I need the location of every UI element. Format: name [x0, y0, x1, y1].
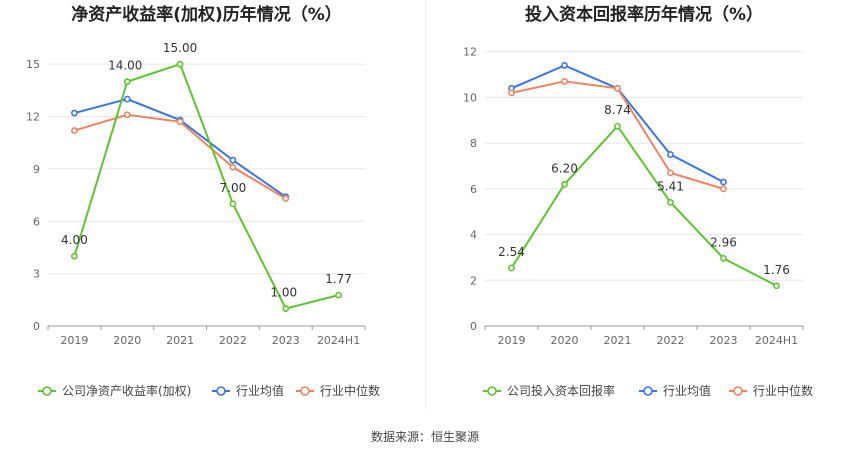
data-label: 6.20	[551, 161, 578, 175]
y-tick-label: 12	[463, 46, 477, 59]
data-point-median	[229, 163, 237, 171]
series-line-median	[74, 113, 287, 200]
data-point-company	[282, 305, 290, 312]
chart-title: 投入资本回报率历年情况（%）	[525, 4, 763, 25]
legend-item-median[interactable]: 行业中位数	[729, 383, 813, 398]
data-point-company	[335, 291, 342, 299]
data-point-median	[508, 89, 515, 97]
y-tick-label: 0	[470, 320, 477, 333]
data-point-avg	[123, 95, 131, 103]
legend-marker	[42, 386, 52, 396]
y-tick-label: 3	[33, 268, 40, 281]
legend-label: 行业中位数	[320, 383, 380, 398]
x-tick-label: 2020	[551, 334, 579, 347]
x-tick-label: 2023	[710, 334, 738, 347]
legend-label: 公司投入资本回报率	[507, 383, 615, 398]
data-point-company	[229, 200, 237, 208]
data-point-avg	[71, 109, 78, 117]
data-point-company	[614, 122, 621, 130]
legend-item-avg[interactable]: 行业均值	[639, 383, 711, 398]
legend-item-median[interactable]: 行业中位数	[296, 383, 380, 398]
y-tick-label: 4	[470, 229, 477, 242]
data-label: 5.41	[657, 179, 684, 193]
x-tick-label: 2020	[113, 334, 141, 347]
data-point-company	[667, 198, 674, 206]
data-label: 14.00	[108, 59, 142, 73]
data-label: 1.76	[763, 263, 790, 277]
roe-chart: 净资产收益率(加权)历年情况（%） 0 3 6 9 12 15 2019 2020 2021 202…	[26, 4, 380, 398]
data-label: 1.77	[325, 272, 352, 286]
x-tick-label: 2024H1	[755, 334, 798, 347]
data-point-company	[773, 282, 780, 290]
data-label: 8.74	[604, 103, 631, 117]
data-point-avg	[667, 151, 674, 158]
data-label: 1.00	[270, 286, 297, 300]
data-point-avg	[229, 156, 237, 164]
y-tick-label: 8	[470, 137, 477, 150]
data-point-avg	[561, 62, 568, 69]
x-tick-label: 2022	[219, 334, 247, 347]
data-label: 2.96	[710, 235, 737, 249]
y-tick-label: 12	[26, 111, 40, 124]
y-tick-label: 6	[470, 183, 477, 196]
data-source-label: 数据来源：恒生聚源	[370, 430, 479, 444]
data-label: 7.00	[220, 181, 247, 195]
legend-marker	[487, 386, 497, 396]
data-label: 15.00	[163, 41, 197, 55]
data-point-median	[123, 111, 131, 119]
series-line-company	[510, 124, 777, 287]
y-tick-label: 15	[26, 58, 40, 71]
data-point-median	[720, 185, 727, 193]
data-point-median	[614, 84, 621, 92]
data-point-median	[282, 195, 290, 202]
legend-marker	[216, 386, 226, 396]
y-tick-label: 6	[33, 215, 40, 228]
x-tick-label: 2021	[604, 334, 632, 347]
data-label: 4.00	[61, 233, 88, 247]
legend-item-company[interactable]: 公司投入资本回报率	[483, 383, 615, 398]
y-tick-label: 9	[33, 163, 40, 176]
data-point-median	[561, 78, 568, 85]
legend-marker	[300, 386, 310, 396]
legend-item-company[interactable]: 公司净资产收益率(加权)	[38, 383, 191, 398]
data-point-company	[720, 254, 727, 262]
x-tick-label: 2023	[272, 334, 300, 347]
data-point-company	[508, 264, 515, 272]
x-tick-label: 2019	[60, 334, 88, 347]
chart-divider	[425, 0, 426, 410]
legend-label: 公司净资产收益率(加权)	[62, 383, 191, 398]
x-tick-label: 2019	[498, 334, 526, 347]
legend-label: 行业均值	[663, 383, 711, 398]
roic-chart: 投入资本回报率历年情况（%） 0 2 4 6 8 10 12 2019 2020 2021 2022 2…	[463, 4, 813, 398]
data-point-company	[176, 60, 184, 68]
y-tick-label: 2	[470, 274, 477, 287]
series-line-company	[73, 62, 339, 310]
data-label: 2.54	[498, 245, 525, 259]
x-tick-label: 2021	[166, 334, 194, 347]
legend-label: 行业中位数	[753, 383, 813, 398]
data-point-company	[123, 78, 131, 86]
series-line-avg	[74, 98, 287, 198]
y-tick-label: 10	[463, 91, 477, 104]
data-point-median	[667, 169, 674, 177]
data-point-median	[176, 118, 184, 126]
data-point-median	[71, 127, 78, 134]
legend-item-avg[interactable]: 行业均值	[212, 383, 284, 398]
x-tick-label: 2022	[657, 334, 685, 347]
y-tick-label: 0	[33, 320, 40, 333]
legend-label: 行业均值	[236, 383, 284, 398]
x-tick-label: 2024H1	[317, 334, 360, 347]
chart-title: 净资产收益率(加权)历年情况（%）	[71, 4, 342, 25]
data-point-company	[71, 252, 78, 260]
data-point-avg	[720, 178, 727, 186]
data-point-company	[561, 180, 568, 188]
legend-marker	[643, 386, 653, 396]
legend-marker	[733, 386, 743, 396]
